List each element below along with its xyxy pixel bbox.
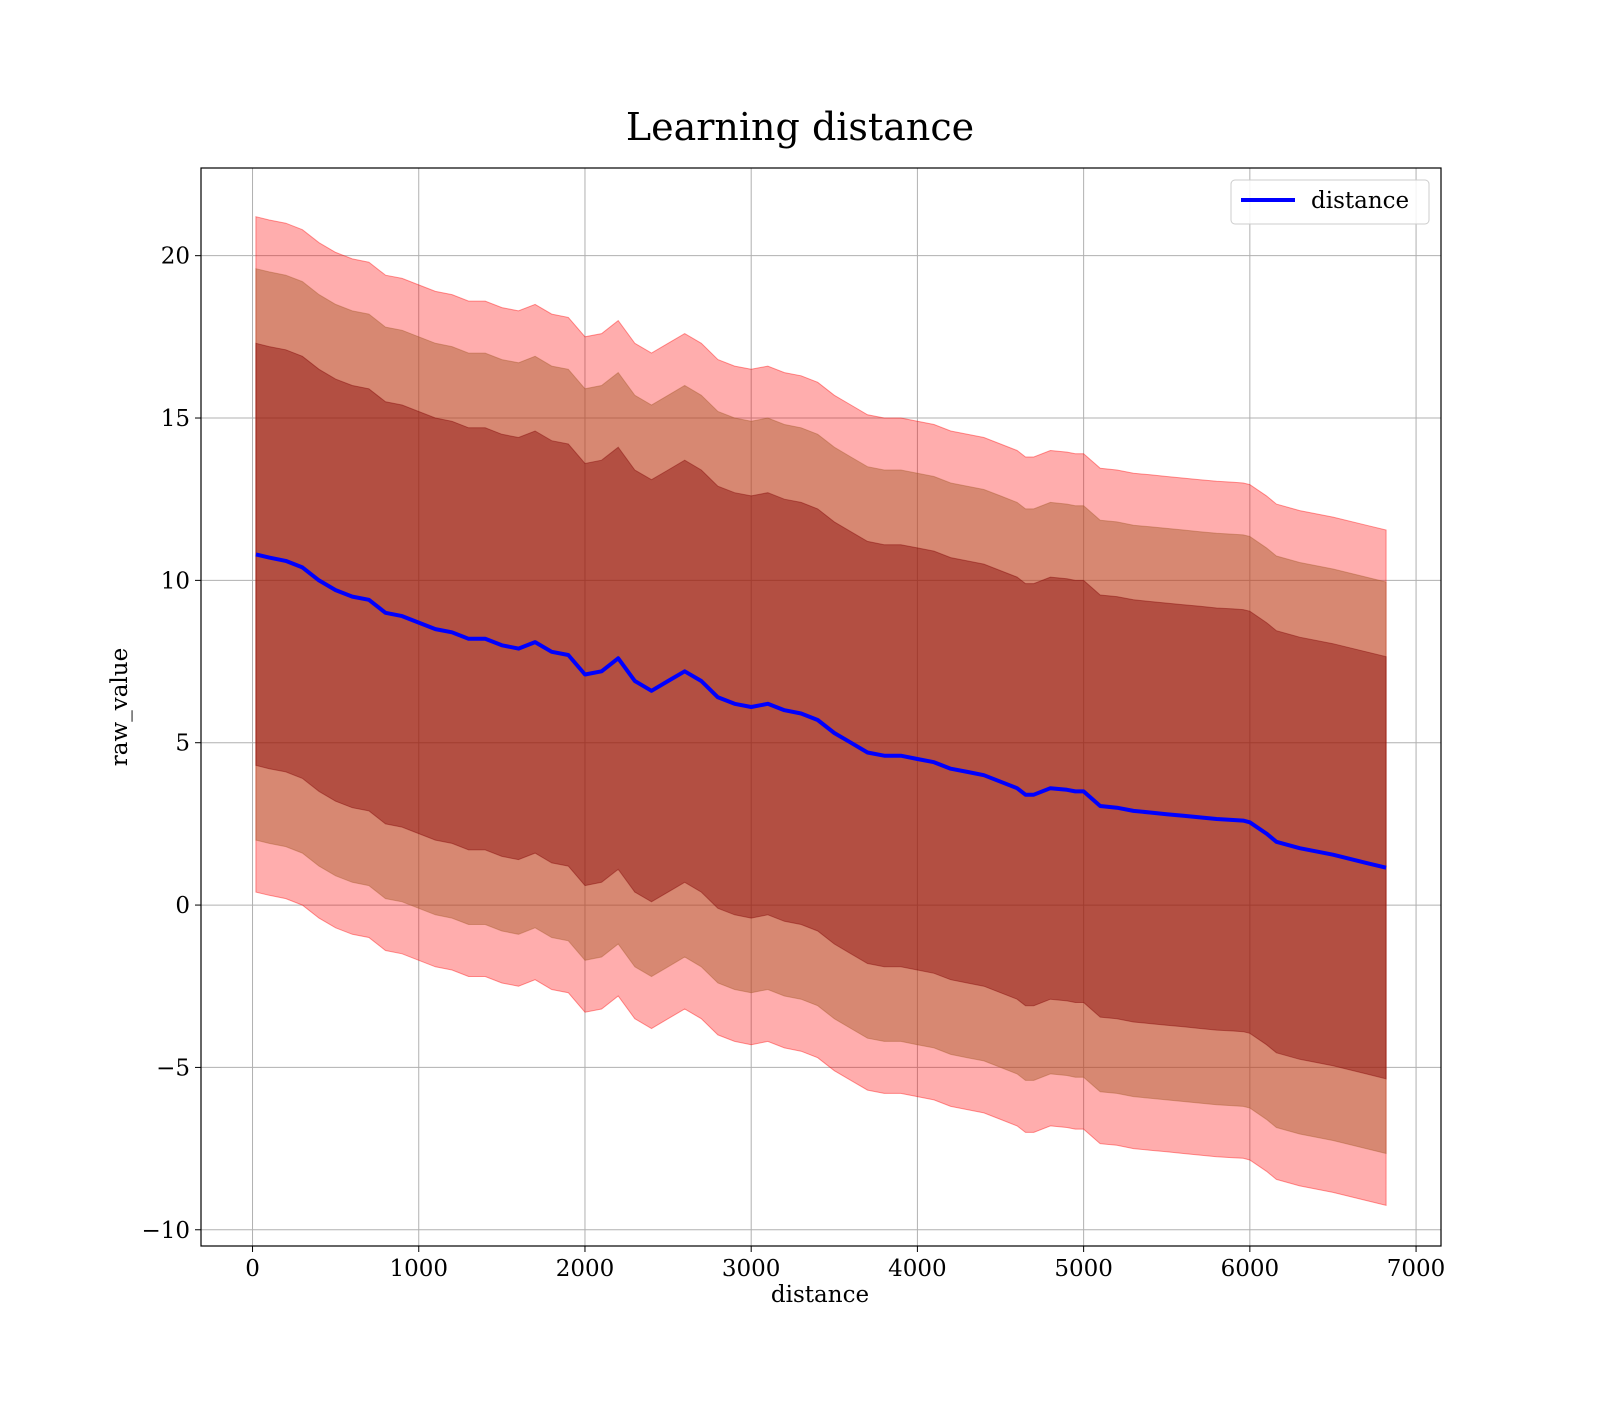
x-tick-label: 0 — [245, 1256, 260, 1282]
series-lines — [255, 552, 1387, 870]
y-tick-label: 0 — [175, 893, 190, 919]
legend: distance — [1230, 179, 1430, 225]
x-tick-label: 1000 — [389, 1256, 448, 1282]
x-tick-label: 4000 — [888, 1256, 947, 1282]
std-band-outer — [255, 216, 1387, 1207]
y-axis-label: raw_value — [107, 648, 133, 766]
y-tick-label: 20 — [161, 244, 190, 270]
series-line-distance — [255, 552, 1387, 870]
y-tick-label: −5 — [156, 1055, 190, 1081]
chart-title: Learning distance — [626, 105, 974, 149]
x-axis-label: distance — [771, 1282, 869, 1308]
legend-label: distance — [1311, 188, 1409, 214]
y-tick-label: 15 — [161, 406, 190, 432]
x-axis-ticks: 0 1000 2000 3000 4000 5000 6000 7000 — [245, 1246, 1445, 1282]
x-tick-label: 3000 — [722, 1256, 781, 1282]
x-tick-label: 6000 — [1221, 1256, 1280, 1282]
std-bands — [255, 216, 1387, 1207]
x-tick-label: 5000 — [1054, 1256, 1113, 1282]
x-tick-label: 7000 — [1387, 1256, 1446, 1282]
std-band-inner — [255, 342, 1387, 1080]
plot-frame — [200, 167, 1442, 1247]
x-tick-label: 2000 — [556, 1256, 615, 1282]
std-band-middle — [255, 268, 1387, 1155]
y-axis-ticks: −10 −5 0 5 10 15 20 — [141, 244, 201, 1244]
y-tick-label: 10 — [161, 568, 190, 594]
y-tick-label: 5 — [175, 731, 190, 757]
grid-lines — [201, 168, 1441, 1246]
y-tick-label: −10 — [141, 1218, 190, 1244]
legend-box — [1230, 179, 1430, 225]
